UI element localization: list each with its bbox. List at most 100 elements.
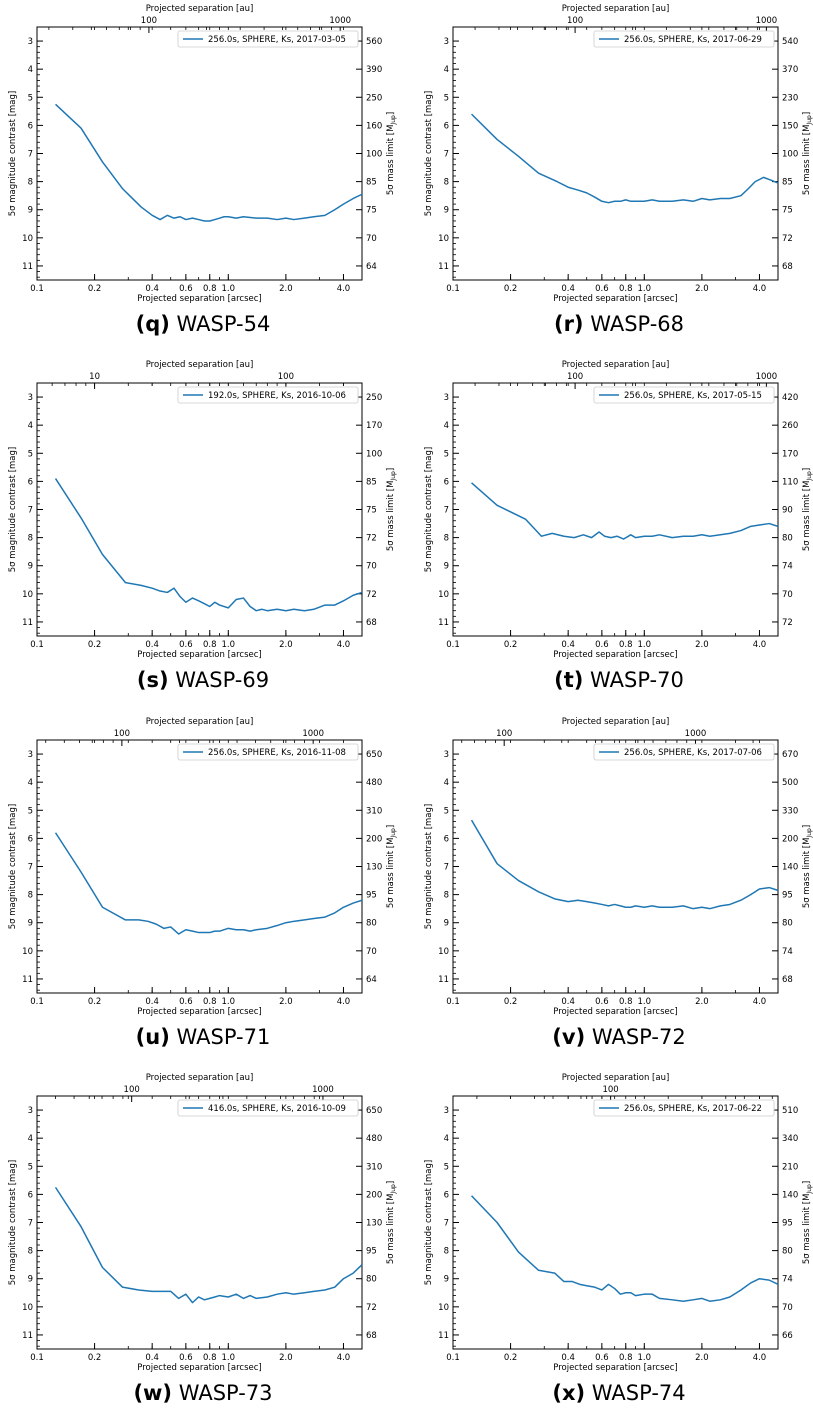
legend-box	[177, 30, 359, 48]
y-tick-label: 4	[28, 421, 33, 431]
panel-letter: (r)	[553, 312, 584, 336]
x-tick-label: 0.8	[619, 1353, 633, 1363]
right-tick-label: 70	[782, 1303, 793, 1313]
top-tick-label: 1000	[329, 16, 351, 26]
x-axis-label: Projected separation [arcsec]	[137, 294, 262, 304]
x-tick-label: 0.2	[504, 640, 518, 650]
x-tick-label: 2.0	[279, 284, 293, 294]
right-tick-label: 130	[366, 863, 382, 873]
y-tick-label: 7	[444, 150, 449, 160]
right-tick-label: 200	[366, 834, 382, 844]
chart-panel: 0.1 0.2 0.4 0.6 0.8 1.0 2.0 4.0 Projected separa…	[416, 1069, 813, 1423]
plot-frame	[452, 1095, 779, 1350]
y-tick-label: 9	[444, 562, 449, 572]
right-tick-label: 130	[366, 1219, 382, 1229]
y-tick-label: 6	[28, 121, 33, 131]
panel-letter: (v)	[552, 1025, 586, 1049]
right-tick-label: 340	[782, 1134, 798, 1144]
y-tick-label: 4	[28, 65, 33, 75]
right-tick-label: 420	[782, 393, 798, 403]
right-tick-label: 95	[782, 1219, 793, 1229]
top-axis-label: Projected separation [au]	[562, 717, 670, 727]
right-tick-label: 95	[366, 891, 377, 901]
right-tick-label: 74	[782, 1275, 793, 1285]
right-tick-label: 90	[782, 506, 793, 516]
x-tick-label: 0.1	[30, 640, 44, 650]
x-tick-label: 0.1	[30, 997, 44, 1007]
legend: 256.0s, SPHERE, Ks, 2017-06-22	[593, 1099, 775, 1117]
x-tick-label: 1.0	[222, 1353, 236, 1363]
panel-caption: (x) WASP-74	[416, 1381, 813, 1405]
right-tick-label: 66	[782, 1331, 793, 1341]
right-tick-label: 64	[366, 262, 377, 272]
x-tick-label: 0.4	[145, 1353, 159, 1363]
legend: 256.0s, SPHERE, Ks, 2017-06-29	[593, 30, 775, 48]
right-tick-label: 140	[782, 863, 798, 873]
y-tick-label: 3	[28, 1106, 33, 1116]
y-tick-label: 4	[444, 1134, 449, 1144]
x-tick-label: 0.8	[203, 640, 217, 650]
x-tick-label: 2.0	[695, 997, 709, 1007]
right-tick-label: 650	[366, 750, 382, 760]
y-tick-label: 9	[444, 206, 449, 216]
y-tick-label: 3	[444, 37, 449, 47]
y-tick-label: 9	[28, 206, 33, 216]
panel-target-name: WASP-74	[585, 1381, 686, 1405]
top-tick-label: 1000	[756, 16, 778, 26]
y-tick-label: 8	[444, 1247, 449, 1257]
y-tick-label: 4	[444, 778, 449, 788]
x-tick-label: 0.8	[619, 997, 633, 1007]
panel-target-name: WASP-71	[169, 1025, 271, 1049]
right-tick-label: 74	[782, 562, 793, 572]
panel-caption: (q) WASP-54	[0, 312, 406, 336]
x-tick-label: 0.2	[88, 997, 102, 1007]
right-tick-label: 500	[782, 778, 798, 788]
right-tick-label: 390	[366, 65, 382, 75]
legend-box	[593, 386, 775, 404]
x-tick-label: 1.0	[222, 284, 236, 294]
x-tick-label: 0.4	[145, 997, 159, 1007]
right-tick-label: 72	[366, 1303, 377, 1313]
right-tick-label: 540	[782, 37, 798, 47]
panel-target-name: WASP-73	[172, 1381, 273, 1405]
right-tick-label: 510	[782, 1106, 798, 1116]
right-axis-label: 5σ mass limit [MJup]	[802, 112, 813, 195]
y-axis-label: 5σ magnitude contrast [mag]	[8, 91, 18, 216]
y-tick-label: 3	[444, 1106, 449, 1116]
y-tick-label: 3	[444, 750, 449, 760]
x-tick-label: 1.0	[222, 640, 236, 650]
chart-svg: 0.1 0.2 0.4 0.6 0.8 1.0 2.0 4.0 Projected separa…	[8, 4, 397, 304]
y-tick-label: 3	[28, 750, 33, 760]
panel-letter: (t)	[554, 668, 584, 692]
y-axis-label: 5σ magnitude contrast [mag]	[424, 804, 434, 929]
y-tick-label: 9	[444, 919, 449, 929]
x-tick-label: 4.0	[753, 997, 767, 1007]
panel-letter: (q)	[135, 312, 170, 336]
contrast-curve	[471, 482, 779, 540]
x-tick-label: 0.2	[88, 640, 102, 650]
x-tick-label: 0.6	[595, 284, 609, 294]
right-tick-label: 85	[366, 477, 377, 487]
legend-label: 256.0s, SPHERE, Ks, 2017-07-06	[624, 748, 762, 758]
x-tick-label: 4.0	[753, 640, 767, 650]
plot-frame	[36, 1095, 363, 1350]
y-tick-label: 10	[438, 234, 449, 244]
top-tick-label: 100	[124, 1085, 140, 1095]
y-tick-label: 11	[22, 975, 33, 985]
legend: 256.0s, SPHERE, Ks, 2017-07-06	[593, 743, 775, 761]
panel-caption: (v) WASP-72	[416, 1025, 813, 1049]
y-tick-label: 11	[22, 618, 33, 628]
chart-svg: 0.1 0.2 0.4 0.6 0.8 1.0 2.0 4.0 Projected separa…	[8, 1073, 397, 1373]
right-tick-label: 650	[366, 1106, 382, 1116]
right-tick-label: 80	[782, 1247, 793, 1257]
y-tick-label: 10	[438, 1303, 449, 1313]
y-tick-label: 6	[444, 477, 449, 487]
right-tick-label: 100	[366, 150, 382, 160]
y-tick-label: 11	[438, 1331, 449, 1341]
x-axis-label: Projected separation [arcsec]	[553, 1007, 678, 1017]
panel-caption: (u) WASP-71	[0, 1025, 406, 1049]
y-tick-label: 7	[28, 506, 33, 516]
y-axis-label: 5σ magnitude contrast [mag]	[424, 447, 434, 572]
right-tick-label: 670	[782, 750, 798, 760]
right-tick-label: 170	[782, 449, 798, 459]
